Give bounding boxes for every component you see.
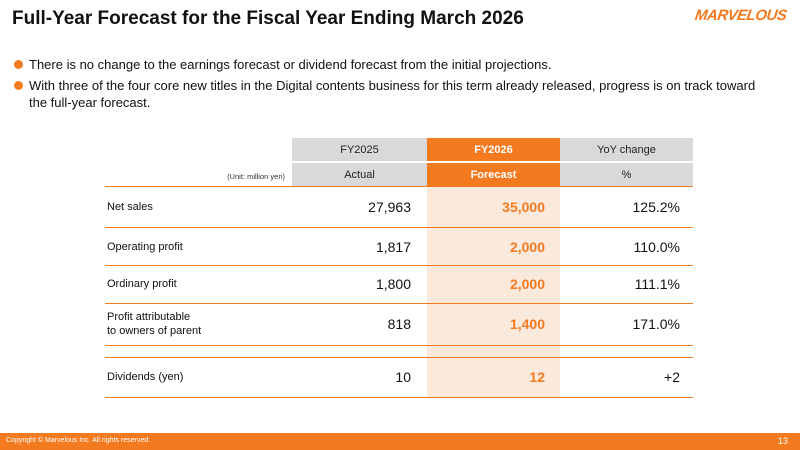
row-label: Profit attributable to owners of parent <box>107 311 202 337</box>
footer: Copyright © Marvelous Inc. All rights re… <box>0 433 800 450</box>
row-line <box>105 357 693 358</box>
row-line <box>105 397 693 398</box>
column-header: YoY change <box>560 138 693 161</box>
forecast-value: 2,000 <box>509 238 545 255</box>
actual-value: 1,817 <box>375 238 411 255</box>
column-subheader: % <box>560 163 693 186</box>
forecast-value: 12 <box>529 369 545 385</box>
actual-value: 27,963 <box>368 198 411 215</box>
actual-value: 10 <box>395 369 411 385</box>
bullet-dot <box>14 60 23 69</box>
row-label: Operating profit <box>107 240 183 253</box>
row-label: Ordinary profit <box>107 278 177 290</box>
row-line <box>105 227 693 228</box>
bullet: With three of the four core new titles i… <box>29 78 756 110</box>
column-subheader: Forecast <box>427 163 560 186</box>
column-header: FY2026 <box>427 138 560 161</box>
page-number: 13 <box>777 436 788 446</box>
bullet-dot <box>14 81 23 90</box>
row-line <box>105 345 693 346</box>
column-header: FY2025 <box>292 138 427 161</box>
logo: MARVELOUS <box>693 7 788 24</box>
unit-note: (Unit: million yen) <box>227 172 285 181</box>
row-line <box>105 186 693 187</box>
forecast-value: 35,000 <box>502 198 545 215</box>
yoy-value: 125.2% <box>632 198 680 215</box>
forecast-value: 2,000 <box>509 276 545 292</box>
yoy-value: +2 <box>664 369 680 385</box>
actual-value: 1,800 <box>375 276 411 292</box>
bullet: There is no change to the earnings forec… <box>29 57 552 72</box>
copyright: Copyright © Marvelous Inc. All rights re… <box>6 437 151 444</box>
row-label: Net sales <box>107 200 153 213</box>
forecast-bg <box>427 186 560 397</box>
yoy-value: 111.1% <box>634 276 680 292</box>
yoy-value: 171.0% <box>632 316 680 332</box>
row-label: Dividends (yen) <box>107 371 184 383</box>
row-line <box>105 303 693 304</box>
column-subheader: Actual <box>292 163 427 186</box>
actual-value: 818 <box>387 316 411 332</box>
yoy-value: 110.0% <box>633 238 680 255</box>
forecast-value: 1,400 <box>509 316 545 332</box>
title: Full-Year Forecast for the Fiscal Year E… <box>12 8 524 29</box>
row-line <box>105 265 693 266</box>
